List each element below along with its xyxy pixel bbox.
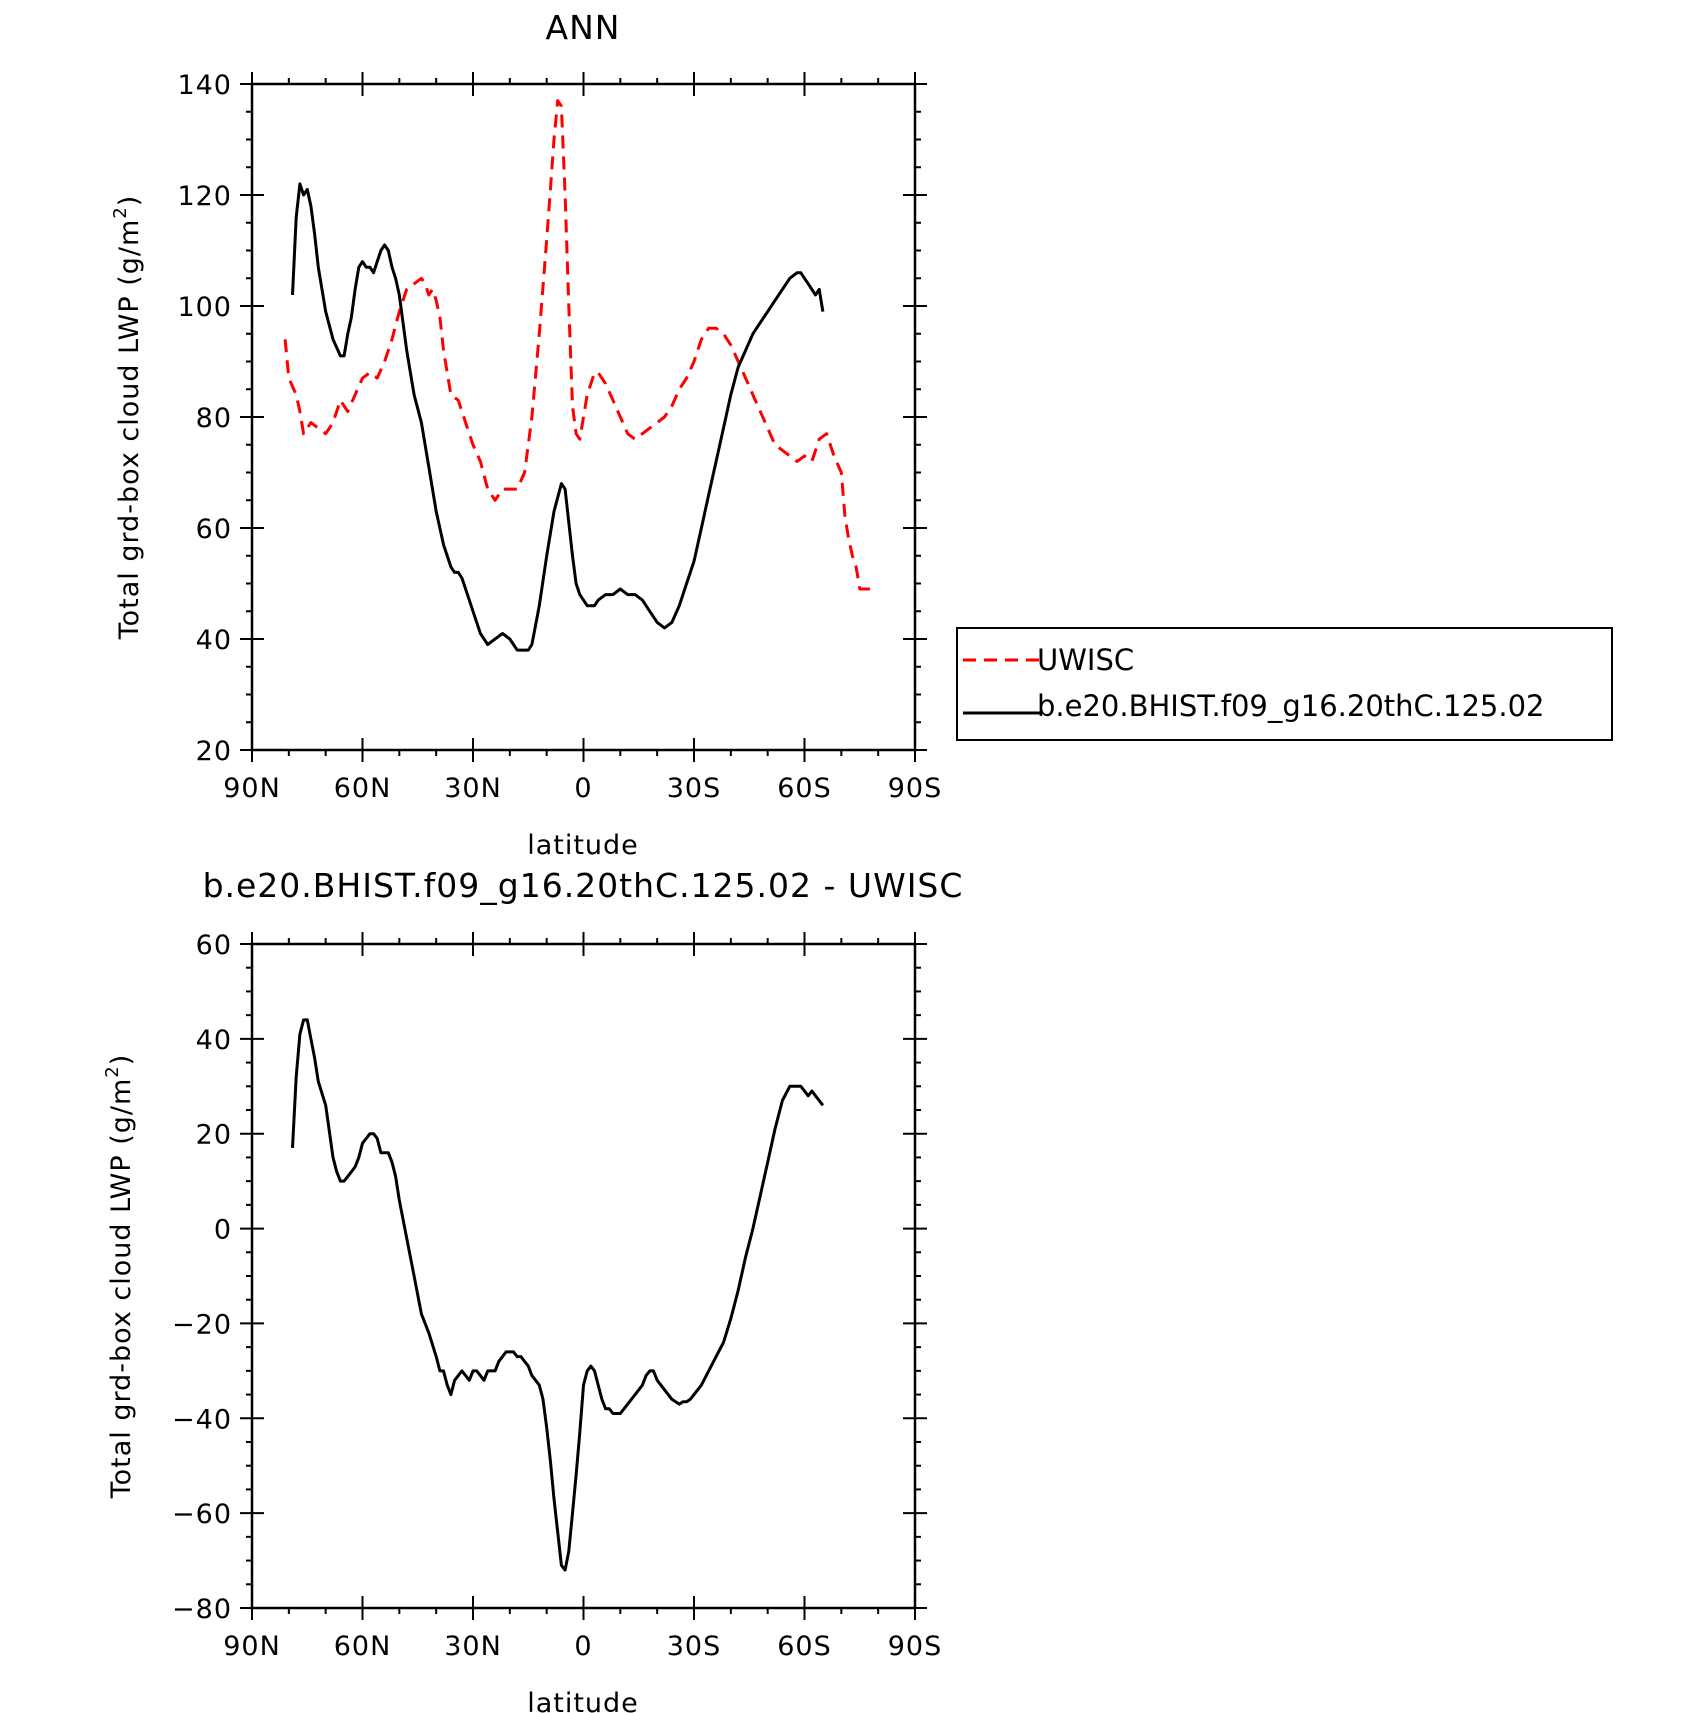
top-y-axis-title: Total grd-box cloud LWP (g/m2) — [110, 195, 145, 641]
x-tick-label: 0 — [574, 1631, 592, 1662]
b-e20-bhist-f09-g16-20thc-125-02-line — [293, 184, 823, 650]
top-chart-title: ANN — [546, 8, 621, 47]
bottom-panel: b.e20.BHIST.f09_g16.20thC.125.02 - UWISC… — [102, 866, 963, 1713]
top-x-axis-title: latitude — [527, 830, 639, 861]
uwisc-line — [285, 101, 871, 589]
y-tick-label: 20 — [196, 736, 232, 767]
y-tick-label: −60 — [172, 1499, 232, 1530]
y-tick-label: 80 — [196, 403, 232, 434]
y-tick-label: 40 — [196, 625, 232, 656]
bottom-lines — [293, 1020, 823, 1570]
difference-line — [293, 1020, 823, 1570]
legend: UWISC b.e20.BHIST.f09_g16.20thC.125.02 — [957, 628, 1612, 740]
y-tick-label: 100 — [177, 292, 232, 323]
bottom-chart-title: b.e20.BHIST.f09_g16.20thC.125.02 - UWISC — [203, 866, 964, 905]
bottom-y-axis-title: Total grd-box cloud LWP (g/m2) — [102, 1054, 137, 1500]
top-y-axis-title-close: ) — [114, 195, 145, 207]
y-tick-label: −80 — [172, 1594, 232, 1625]
x-tick-label: 90S — [888, 773, 943, 804]
y-tick-label: 0 — [214, 1215, 232, 1246]
legend-label-model: b.e20.BHIST.f09_g16.20thC.125.02 — [1037, 689, 1544, 723]
bottom-y-axis-title-superscript: 2 — [102, 1065, 123, 1077]
y-tick-label: 20 — [196, 1120, 232, 1151]
top-panel: ANN 90N 60N 30N 0 30S 60S 90S 20 40 60 80 100 120 140… — [110, 8, 1612, 861]
x-tick-label: 30S — [667, 1631, 722, 1662]
bottom-ticks: 90N 60N 30N 0 30S 60S 90S −80 −60 −40 −20 0 20 40 60 — [172, 930, 942, 1662]
x-tick-label: 90N — [223, 1631, 281, 1662]
y-tick-label: 140 — [177, 70, 232, 101]
y-tick-label: 60 — [196, 514, 232, 545]
x-tick-label: 0 — [574, 773, 592, 804]
legend-label-uwisc: UWISC — [1037, 643, 1134, 677]
x-tick-label: 30S — [667, 773, 722, 804]
bottom-y-axis-title-close: ) — [106, 1054, 137, 1066]
y-tick-label: 60 — [196, 930, 232, 961]
y-tick-label: 120 — [177, 181, 232, 212]
y-tick-label: −20 — [172, 1309, 232, 1340]
x-tick-label: 60S — [777, 1631, 832, 1662]
bottom-plot-frame — [252, 944, 915, 1608]
top-lines — [285, 101, 871, 651]
x-tick-label: 90S — [888, 1631, 943, 1662]
top-y-axis-title-superscript: 2 — [110, 206, 131, 218]
x-tick-label: 30N — [444, 1631, 502, 1662]
bottom-x-axis-title: latitude — [527, 1688, 639, 1713]
y-tick-label: 40 — [196, 1025, 232, 1056]
x-tick-label: 90N — [223, 773, 281, 804]
y-tick-label: −40 — [172, 1404, 232, 1435]
x-tick-label: 60N — [334, 773, 392, 804]
x-tick-label: 30N — [444, 773, 502, 804]
x-tick-label: 60N — [334, 1631, 392, 1662]
x-tick-label: 60S — [777, 773, 832, 804]
top-ticks: 90N 60N 30N 0 30S 60S 90S 20 40 60 80 100 120 140 — [177, 70, 942, 804]
